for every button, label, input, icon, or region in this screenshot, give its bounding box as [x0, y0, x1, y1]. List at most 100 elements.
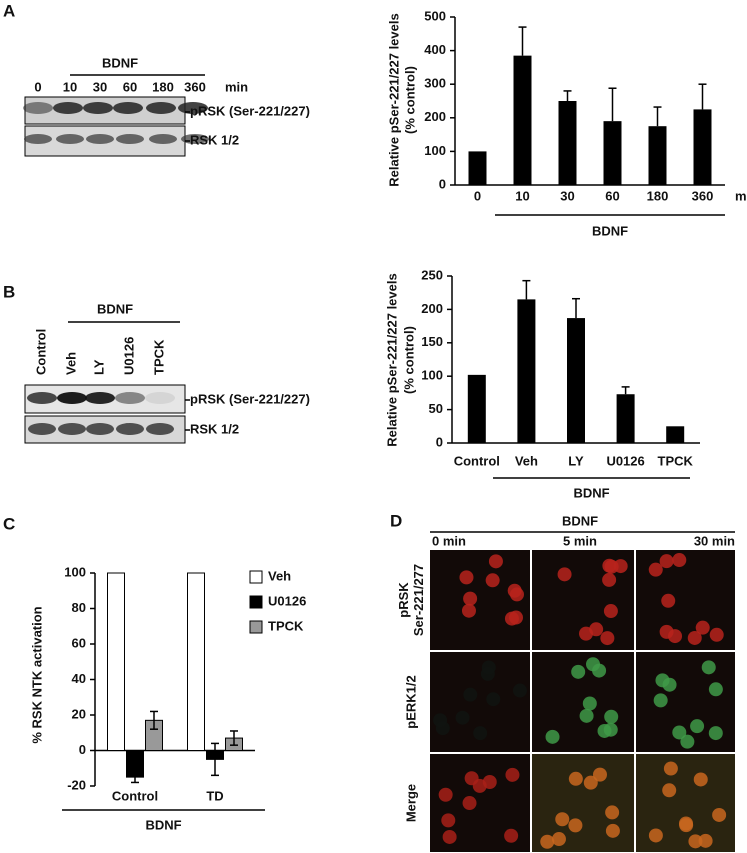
cell: [473, 726, 488, 741]
cell: [672, 553, 687, 568]
bar: [648, 126, 667, 185]
cell: [433, 713, 448, 728]
cell: [687, 630, 702, 645]
cell: [693, 772, 708, 787]
cell: [708, 682, 723, 697]
x-tick-label: Control: [112, 788, 158, 803]
bar: [558, 101, 577, 185]
lane-label: LY: [91, 359, 106, 375]
x-tick-label: 30: [560, 188, 574, 203]
legend-swatch: [249, 595, 263, 609]
legend-label: U0126: [268, 593, 306, 608]
x-tick-label: 0: [474, 188, 481, 203]
cell: [605, 823, 620, 838]
y-tick-label: 100: [424, 143, 446, 158]
y-axis-label: (% control): [401, 326, 416, 394]
y-tick-label: 100: [421, 368, 443, 383]
y-axis-label: (% control): [402, 66, 417, 134]
cell: [603, 604, 618, 619]
band: [83, 102, 113, 114]
cell: [485, 573, 500, 588]
band: [86, 423, 114, 435]
y-axis-label: % RSK NTK activation: [29, 606, 44, 743]
cell: [597, 723, 612, 738]
cell: [709, 627, 724, 642]
x-tick-label: LY: [568, 453, 584, 468]
cell: [698, 833, 713, 848]
cell: [571, 664, 586, 679]
cell: [662, 677, 677, 692]
cell: [579, 708, 594, 723]
y-tick-label: 300: [424, 76, 446, 91]
cell: [463, 687, 478, 702]
cell: [540, 834, 555, 849]
cell: [568, 818, 583, 833]
legend-swatch: [249, 620, 263, 634]
cell: [592, 767, 607, 782]
band: [116, 423, 144, 435]
cell: [442, 829, 457, 844]
legend-label: Veh: [268, 568, 291, 583]
y-tick-label: 0: [79, 742, 86, 757]
cell: [701, 660, 716, 675]
cell: [504, 611, 519, 626]
x-tick-label: TD: [206, 788, 223, 803]
cell: [509, 587, 524, 602]
band: [86, 134, 114, 144]
y-tick-label: 400: [424, 42, 446, 57]
cell: [708, 726, 723, 741]
x-tick-label: 360: [692, 188, 714, 203]
y-tick-label: 40: [72, 671, 86, 686]
lane-unit: min: [225, 79, 248, 94]
micrograph-header: BDNF: [562, 513, 598, 528]
blot-header: BDNF: [102, 55, 138, 70]
panel-label: A: [3, 1, 15, 20]
band: [58, 423, 86, 435]
cell: [648, 562, 663, 577]
band: [149, 134, 177, 144]
y-axis-label: Relative pSer-221/227 levels: [386, 13, 401, 186]
x-tick-label: U0126: [606, 453, 644, 468]
cell: [568, 771, 583, 786]
y-tick-label: 0: [439, 176, 446, 191]
blot-header: BDNF: [97, 301, 133, 316]
panel-label: C: [3, 514, 15, 533]
band: [23, 102, 53, 114]
bar: [693, 109, 712, 185]
column-label: 0 min: [432, 533, 466, 548]
y-tick-label: 80: [72, 600, 86, 615]
bar: [567, 318, 585, 443]
band-label: RSK 1/2: [190, 132, 239, 147]
y-tick-label: 20: [72, 706, 86, 721]
lane-label: Veh: [63, 352, 78, 375]
x-tick-label: Veh: [515, 453, 538, 468]
band: [178, 102, 208, 114]
x-tick-label: 60: [605, 188, 619, 203]
bar: [467, 374, 486, 443]
row-label: Merge: [403, 784, 418, 822]
group-label: BDNF: [573, 485, 609, 500]
cell: [678, 816, 693, 831]
row-label: pERK1/2: [403, 675, 418, 728]
cell: [659, 554, 674, 569]
lane-label: Control: [33, 329, 48, 375]
cell: [613, 559, 628, 574]
cell: [512, 683, 527, 698]
band: [145, 392, 175, 404]
cell: [441, 813, 456, 828]
panel-label: B: [3, 282, 15, 301]
y-tick-label: 0: [436, 434, 443, 449]
cell: [592, 663, 607, 678]
band: [28, 423, 56, 435]
lane-label: U0126: [121, 337, 136, 375]
cell: [555, 812, 570, 827]
cell: [605, 805, 620, 820]
group-label: BDNF: [145, 817, 181, 832]
row-label: pRSK: [396, 582, 411, 618]
cell: [583, 775, 598, 790]
cell: [488, 554, 503, 569]
cell: [551, 832, 566, 847]
cell: [604, 709, 619, 724]
x-tick-label: 180: [647, 188, 669, 203]
